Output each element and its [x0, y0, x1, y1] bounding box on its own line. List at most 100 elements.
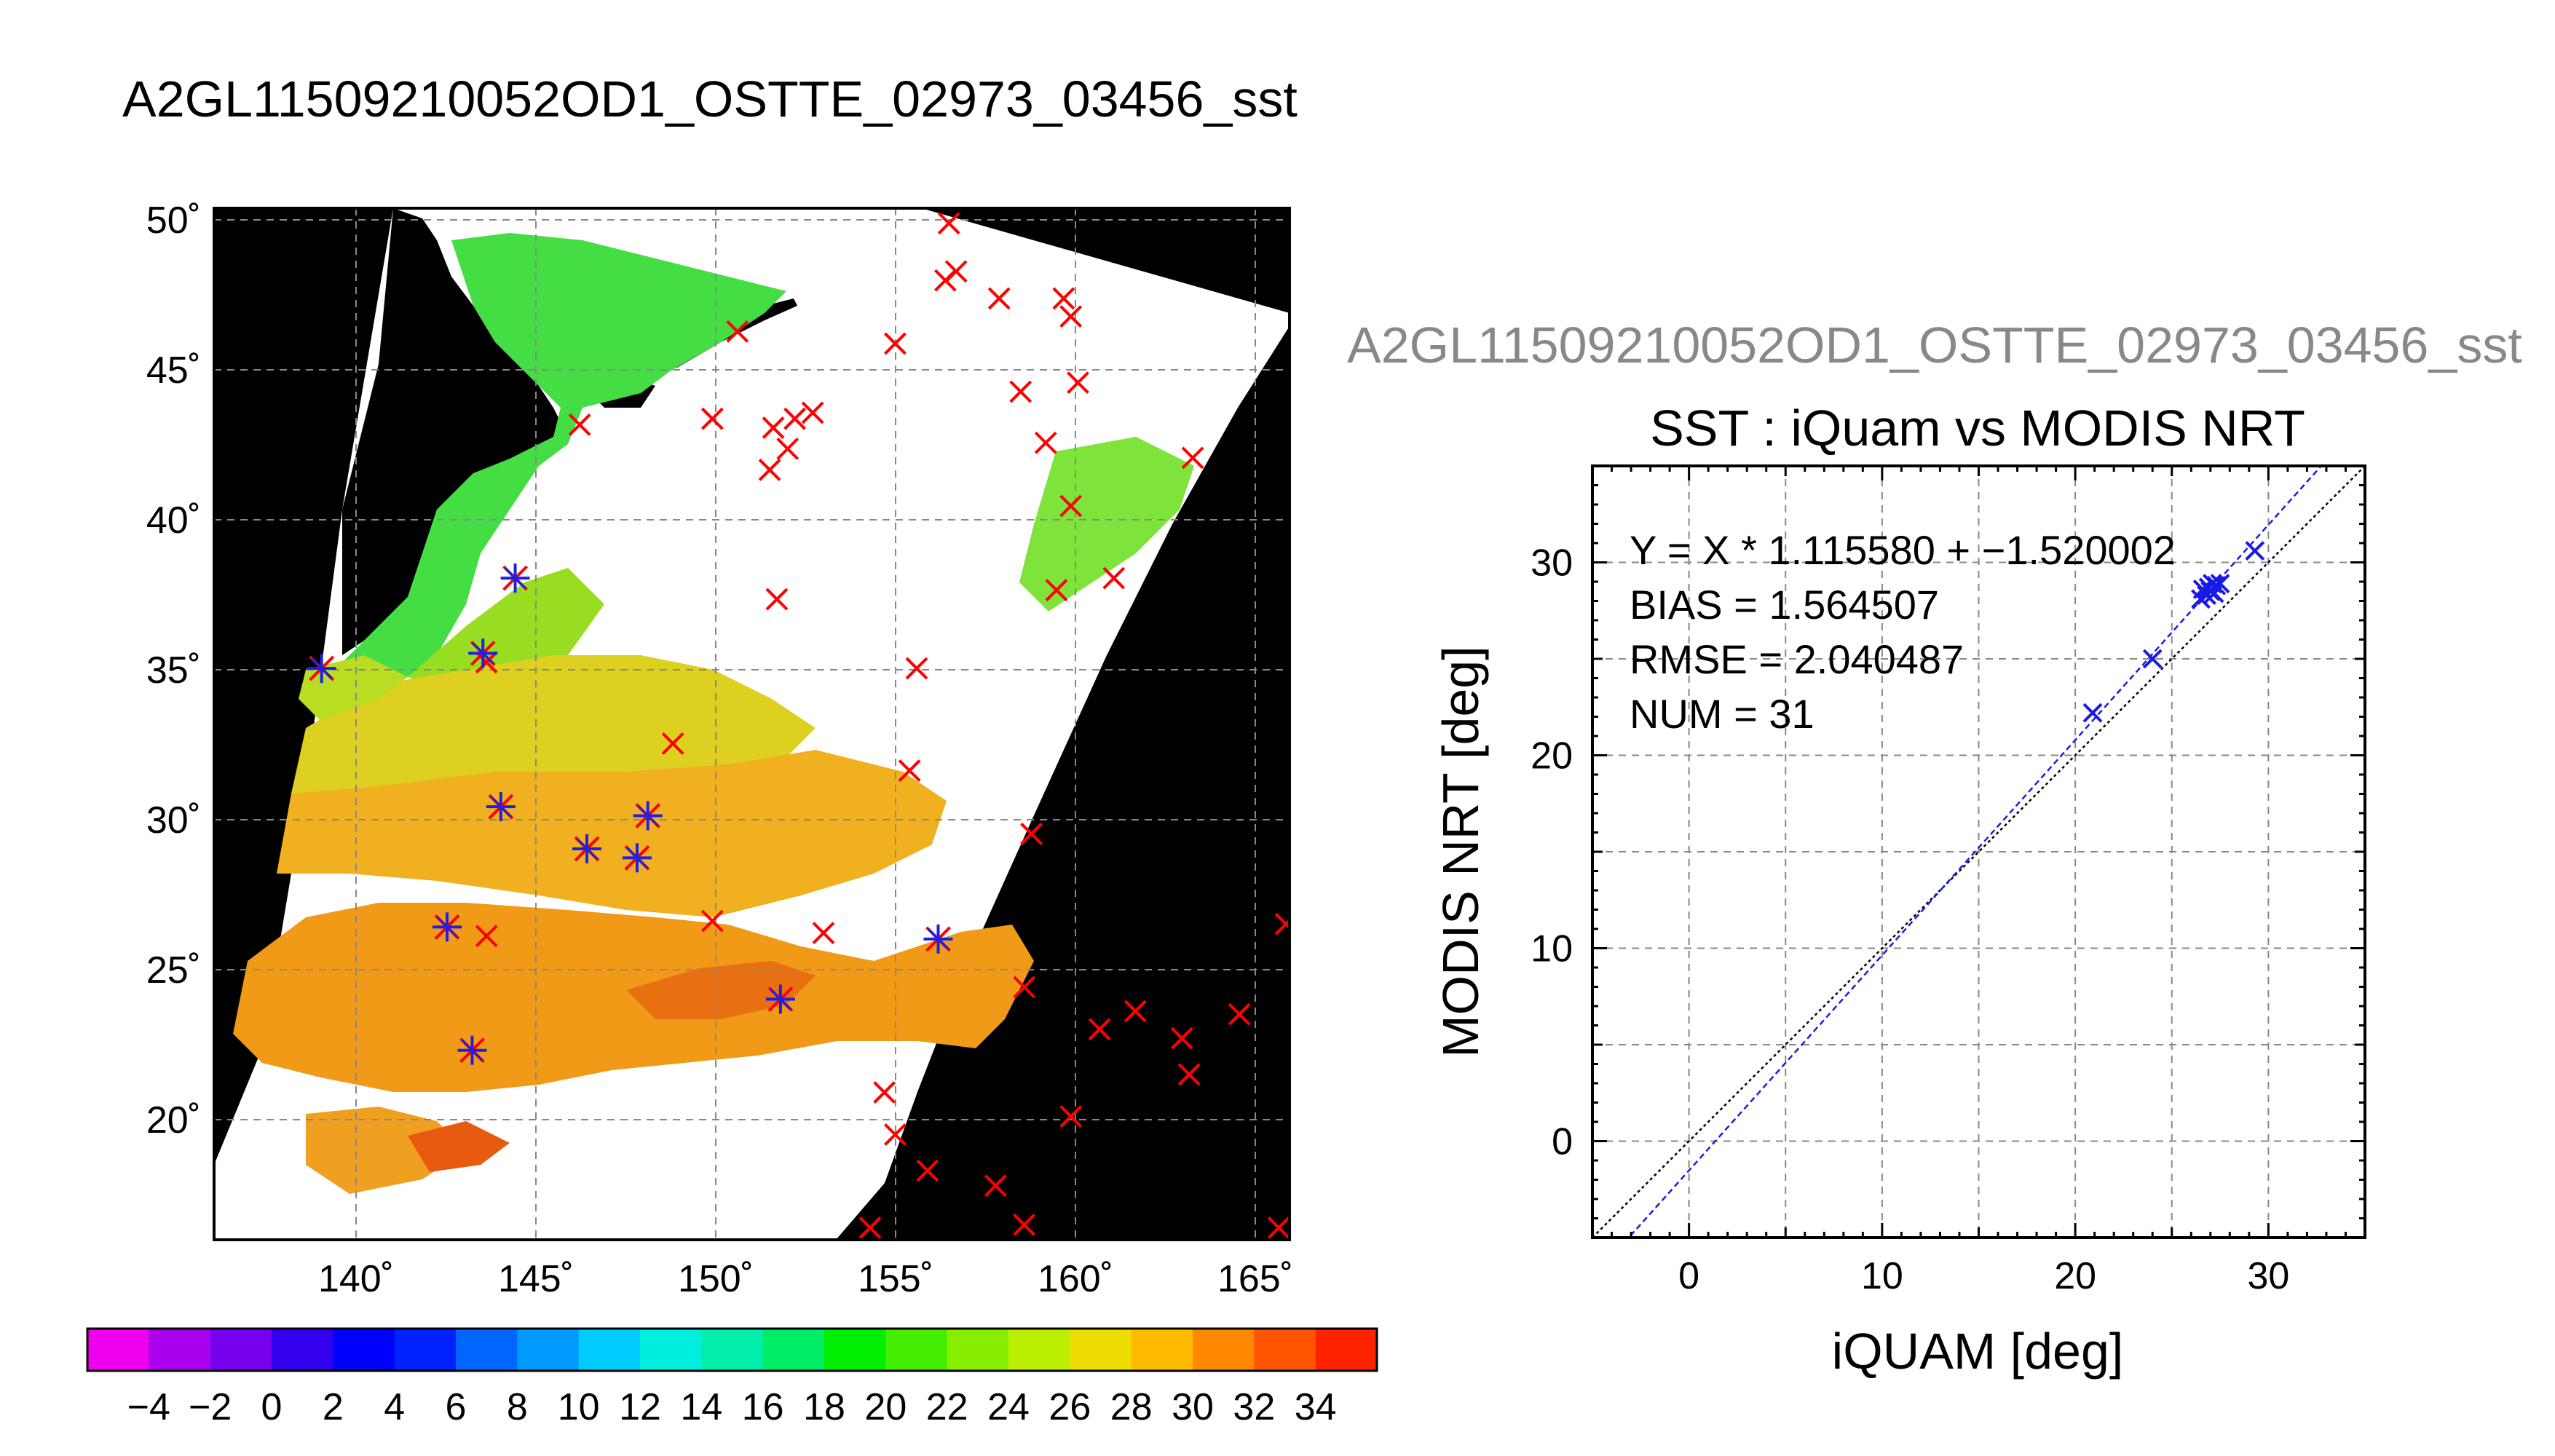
map-marker-matched	[468, 638, 498, 668]
map-marker-unmatched	[1013, 976, 1036, 999]
colorbar-tick-label: −2	[189, 1386, 232, 1428]
colorbar-tick-label: 22	[926, 1386, 968, 1428]
map-marker-unmatched	[762, 416, 785, 439]
colorbar-cell	[1131, 1329, 1193, 1371]
map-marker-unmatched	[1228, 1002, 1251, 1026]
map-marker-unmatched	[661, 732, 684, 755]
map-marker-unmatched	[984, 1174, 1007, 1198]
scatter-ticks	[1591, 464, 2366, 1239]
num-value: NUM = 31	[1630, 691, 1814, 737]
map-marker-unmatched	[812, 922, 835, 945]
colorbar-cell	[824, 1329, 886, 1371]
scatter-tick-labels: 0 10 20 30 0 10 20 30	[1531, 542, 2289, 1298]
lon-tick-label: 150˚	[678, 1258, 754, 1300]
map-marker-unmatched	[1020, 822, 1043, 845]
colorbar-cell	[394, 1329, 457, 1371]
map-marker-unmatched	[1267, 1216, 1290, 1239]
colorbar-tick-label: 4	[384, 1386, 405, 1428]
colorbar-tick-label: 8	[507, 1386, 528, 1428]
identity-line	[1592, 466, 2365, 1238]
colorbar-cell	[333, 1329, 395, 1371]
colorbar-tick-label: 0	[261, 1386, 283, 1428]
map-marker-unmatched	[858, 1216, 882, 1239]
sst-green-north	[342, 233, 786, 677]
lat-tick-label: 45˚	[146, 349, 201, 392]
lon-tick-label: 145˚	[498, 1258, 574, 1300]
sst-red-speckle	[408, 1121, 510, 1172]
lat-tick-label: 40˚	[146, 499, 201, 542]
sst-green-mid	[408, 568, 604, 692]
map-marker-unmatched	[700, 407, 724, 430]
colorbar-tick-label: 34	[1295, 1386, 1337, 1428]
map-marker-unmatched	[1088, 1018, 1111, 1041]
colorbar-cell	[701, 1329, 764, 1371]
colorbar-cell	[517, 1329, 580, 1371]
colorbar-cells	[87, 1329, 1378, 1371]
lon-tick-label: 165˚	[1217, 1258, 1293, 1300]
colorbar: −4 −2 0 2 4 6 8 10 12 14 16 18 20 22 24 26 28 30 32 34	[86, 1327, 1378, 1428]
map-marker-unmatched	[1009, 380, 1032, 403]
colorbar-cell	[1254, 1329, 1316, 1371]
x-tick-label: 10	[1861, 1255, 1903, 1297]
map-grid	[214, 208, 1290, 1240]
colorbar-cell	[456, 1329, 518, 1371]
map-marker-matched	[307, 654, 336, 684]
map-marker-unmatched	[1013, 1213, 1036, 1236]
colorbar-tick-label: 2	[323, 1386, 344, 1428]
colorbar-cell	[272, 1329, 333, 1371]
y-tick-label: 0	[1552, 1121, 1573, 1163]
colorbar-tick-label: 12	[619, 1386, 661, 1428]
y-tick-label: 10	[1531, 928, 1573, 970]
map-marker-unmatched	[726, 320, 749, 343]
map-marker-matched	[486, 792, 516, 822]
lon-tick-label: 140˚	[318, 1258, 394, 1300]
lat-tick-label: 35˚	[146, 649, 201, 692]
map-marker-unmatched	[1170, 1026, 1193, 1050]
map-marker-unmatched	[568, 414, 591, 436]
bias-value: BIAS = 1.564507	[1630, 582, 1939, 628]
map-marker-unmatched	[916, 1159, 939, 1182]
map-marker-matched	[622, 843, 652, 873]
colorbar-cell	[947, 1329, 1009, 1371]
scatter-point	[2142, 649, 2163, 669]
scatter-points	[2082, 541, 2265, 723]
colorbar-cell	[149, 1329, 211, 1371]
map-marker-unmatched	[783, 407, 806, 430]
colorbar-tick-label: 20	[864, 1386, 907, 1428]
colorbar-tick-label: 32	[1233, 1386, 1275, 1428]
map-marker-unmatched	[933, 269, 957, 292]
map-marker-unmatched	[1059, 305, 1083, 328]
map-marker-unmatched	[873, 1081, 896, 1104]
map-marker-unmatched	[776, 438, 799, 460]
sst-orange-southwest	[306, 1107, 466, 1194]
map-marker-unmatched	[987, 287, 1011, 310]
sst-map: 50˚ 45˚ 40˚ 35˚ 30˚ 25˚ 20˚ 140˚ 145˚ 15…	[146, 199, 1293, 1300]
scatter-title: SST : iQuam vs MODIS NRT	[1650, 400, 2305, 456]
colorbar-cell	[1193, 1329, 1255, 1371]
colorbar-tick-label: 26	[1049, 1386, 1091, 1428]
colorbar-labels: −4 −2 0 2 4 6 8 10 12 14 16 18 20 22 24 26 28 30 32 34	[127, 1386, 1337, 1428]
map-marker-unmatched	[801, 401, 824, 424]
colorbar-cell	[1070, 1329, 1132, 1371]
land-japan	[342, 208, 568, 655]
lat-tick-label: 25˚	[146, 949, 201, 992]
lat-ticks: 50˚ 45˚ 40˚ 35˚ 30˚ 25˚ 20˚	[146, 199, 201, 1142]
colorbar-tick-label: −4	[127, 1386, 170, 1428]
scatter-point	[2082, 703, 2103, 723]
x-tick-label: 30	[2247, 1255, 2289, 1297]
scatter-point	[2210, 574, 2230, 594]
colorbar-tick-label: 16	[742, 1386, 784, 1428]
colorbar-cell	[578, 1329, 641, 1371]
map-marker-matched	[500, 563, 530, 593]
lon-tick-label: 155˚	[858, 1258, 933, 1300]
x-tick-label: 0	[1678, 1255, 1699, 1297]
map-marker-unmatched	[700, 909, 724, 933]
colorbar-tick-label: 10	[558, 1386, 600, 1428]
colorbar-frame	[86, 1327, 1378, 1372]
map-marker-unmatched	[1034, 431, 1057, 454]
map-marker-unmatched	[1059, 494, 1083, 518]
map-marker-matched	[457, 1035, 487, 1065]
lat-tick-label: 20˚	[146, 1099, 201, 1142]
regression-fit-line	[1627, 466, 2323, 1238]
